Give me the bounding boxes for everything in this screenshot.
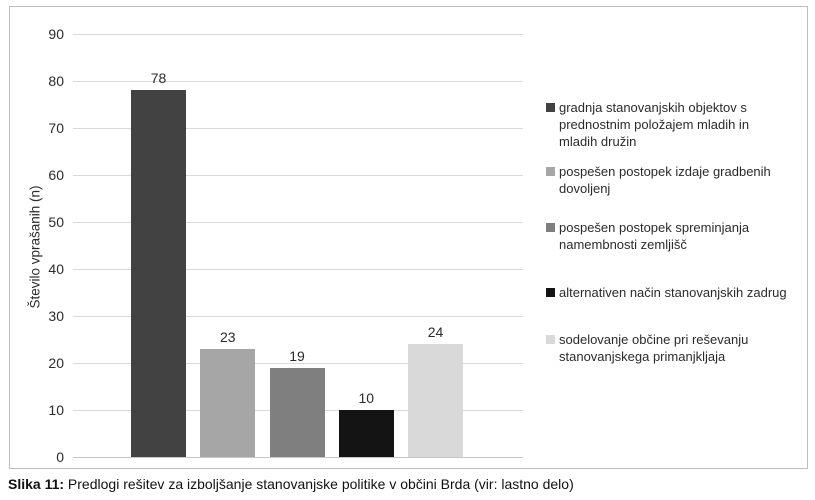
- bar-3: [269, 367, 325, 457]
- legend-item: gradnja stanovanjskih objektov s prednos…: [546, 96, 804, 152]
- legend-entry: pospešen postopek izdaje gradbenih dovol…: [546, 163, 804, 197]
- legend-label: pospešen postopek spreminjanja namembnos…: [559, 220, 750, 252]
- legend-entry: gradnja stanovanjskih objektov s prednos…: [546, 99, 804, 150]
- gridline: [73, 269, 523, 270]
- bar-value-label: 19: [289, 347, 305, 364]
- gridline: [73, 128, 523, 129]
- bar-value-label: 24: [427, 324, 444, 341]
- y-axis-title: Število vprašanih (n): [27, 185, 43, 309]
- bar-2: [200, 348, 256, 457]
- bar-value-label: 23: [219, 328, 236, 345]
- gridline: [73, 316, 523, 317]
- y-tick-label: 20: [48, 354, 64, 371]
- bar-value-label: 10: [358, 390, 375, 406]
- legend-item: alternativen način stanovanjskih zadrug: [546, 264, 804, 320]
- caption-text: Predlogi rešitev za izboljšanje stanovan…: [64, 476, 574, 492]
- chart-frame: Število vprašanih (n) 78 23 19 10 24 gradnja…: [9, 6, 808, 469]
- legend-entry: alternativen način stanovanjskih zadrug: [546, 284, 804, 301]
- bar-1: [131, 90, 186, 457]
- legend-item: pospešen postopek izdaje gradbenih dovol…: [546, 152, 804, 208]
- legend-swatch-icon: [546, 167, 555, 176]
- gridline: [73, 34, 523, 35]
- bar-4: [338, 410, 394, 457]
- gridline: [73, 457, 523, 458]
- plot-area: 78 23 19 10 24: [73, 34, 523, 458]
- y-tick-label: 90: [48, 25, 64, 42]
- legend-item: pospešen postopek spreminjanja namembnos…: [546, 208, 804, 264]
- legend-label: gradnja stanovanjskih objektov s prednos…: [559, 99, 750, 149]
- gridline: [73, 175, 523, 176]
- y-tick-label: 50: [48, 213, 64, 230]
- legend-swatch-icon: [546, 223, 555, 232]
- figure-caption: Slika 11: Predlogi rešitev za izboljšanj…: [8, 476, 574, 492]
- y-tick-label: 30: [48, 307, 64, 324]
- y-tick-label: 0: [56, 448, 64, 465]
- y-tick-label: 40: [48, 260, 64, 277]
- legend-entry: pospešen postopek spreminjanja namembnos…: [546, 219, 804, 253]
- legend-entry: sodelovanje občine pri reševanju stanova…: [546, 331, 804, 365]
- gridline: [73, 222, 523, 223]
- legend-label: alternativen način stanovanjskih zadrug: [559, 284, 787, 300]
- bar-value-label: 78: [150, 70, 167, 87]
- caption-label: Slika 11:: [8, 476, 65, 492]
- y-tick-label: 70: [48, 119, 64, 136]
- legend-swatch-icon: [546, 102, 555, 112]
- bar-5: [408, 344, 463, 457]
- gridline: [73, 363, 523, 364]
- legend-swatch-icon: [546, 335, 555, 344]
- y-tick-label: 60: [48, 166, 64, 183]
- legend-swatch-icon: [546, 287, 555, 297]
- legend: gradnja stanovanjskih objektov s prednos…: [546, 96, 804, 376]
- gridline: [73, 81, 523, 82]
- y-tick-label: 80: [48, 72, 64, 89]
- legend-label: pospešen postopek izdaje gradbenih dovol…: [559, 164, 771, 196]
- legend-label: sodelovanje občine pri reševanju stanova…: [559, 332, 749, 364]
- legend-item: sodelovanje občine pri reševanju stanova…: [546, 320, 804, 376]
- y-tick-label: 10: [48, 401, 64, 418]
